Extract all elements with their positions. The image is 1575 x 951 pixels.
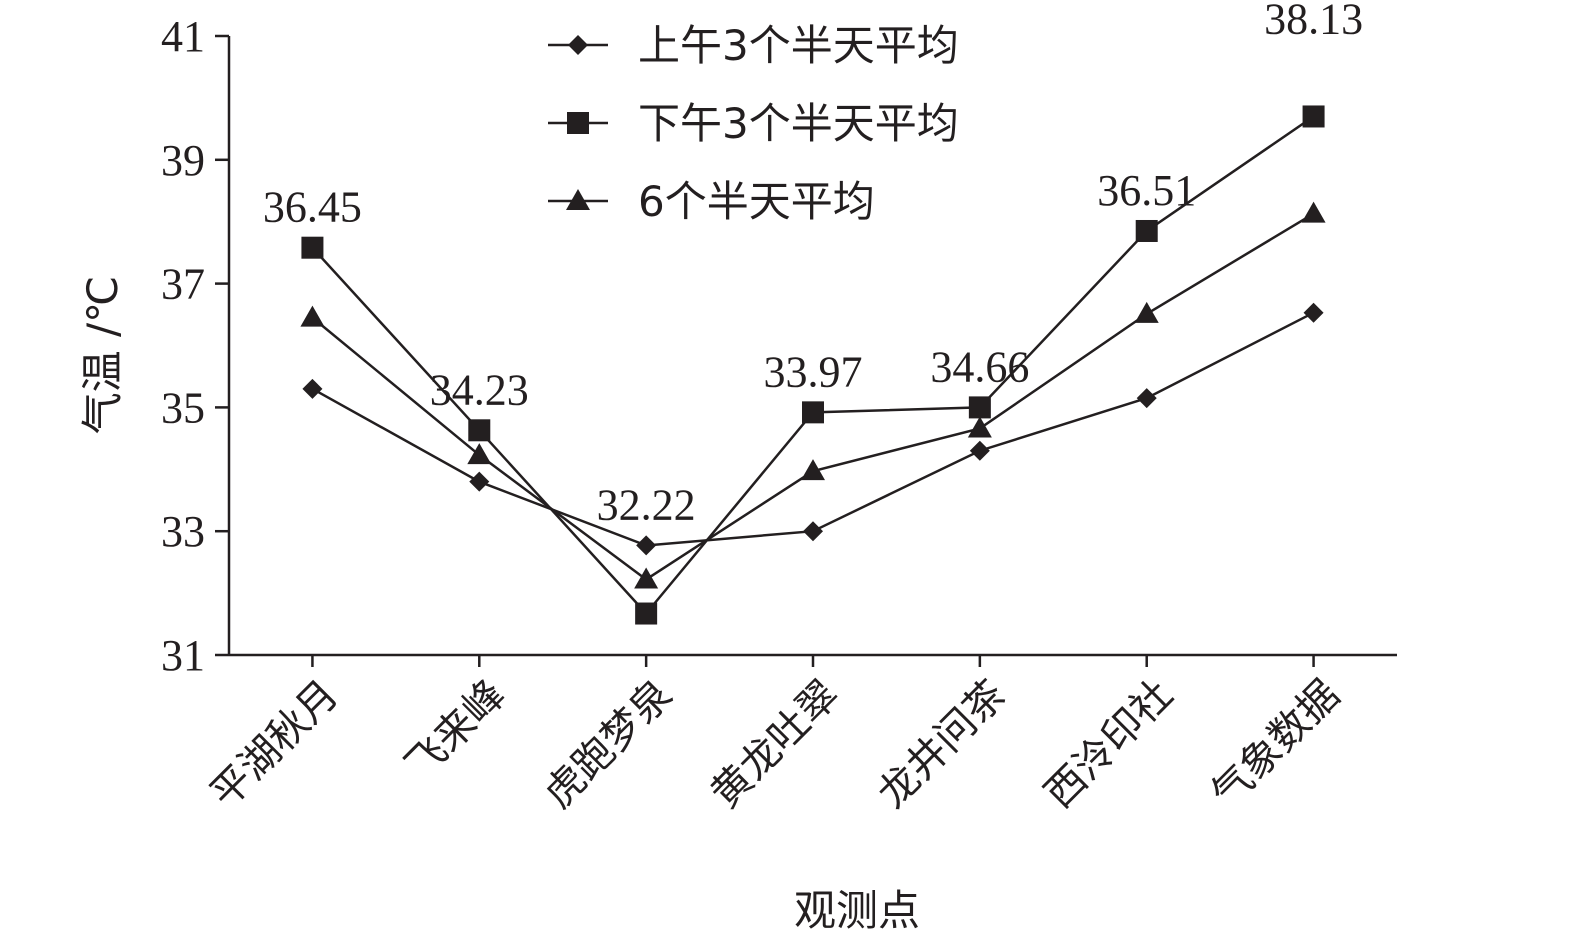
legend-label: 6个半天平均 bbox=[638, 177, 875, 226]
data-labels: 36.45 34.23 32.22 33.97 34.66 36.51 38.13 bbox=[263, 0, 1363, 529]
series-1 bbox=[302, 302, 1324, 556]
x-tick-label: 西泠印社 bbox=[1036, 672, 1182, 818]
data-label: 36.51 bbox=[1097, 166, 1196, 215]
y-tick-label: 33 bbox=[161, 507, 205, 556]
y-axis-ticks: 31 33 35 37 39 41 bbox=[161, 12, 229, 680]
x-tick-label: 黄龙吐翠 bbox=[702, 672, 848, 818]
data-point bbox=[801, 459, 825, 481]
data-point bbox=[634, 567, 659, 589]
data-label: 32.22 bbox=[597, 480, 696, 529]
y-tick-label: 35 bbox=[161, 383, 205, 432]
legend-marker bbox=[568, 35, 588, 55]
x-axis-ticks: 平湖秋月 飞来峰 虎跑梦泉 黄龙吐翠 龙井问茶 西泠印社 气象数据 bbox=[202, 655, 1349, 817]
legend-marker bbox=[567, 112, 589, 134]
y-tick-label: 37 bbox=[161, 260, 205, 309]
data-label: 34.66 bbox=[930, 342, 1029, 391]
data-point bbox=[803, 521, 823, 542]
data-point bbox=[300, 305, 325, 327]
data-point bbox=[636, 535, 657, 556]
y-axis-title: 气温 /℃ bbox=[78, 276, 127, 435]
series-3 bbox=[300, 201, 1326, 589]
data-label: 33.97 bbox=[764, 347, 863, 396]
x-tick-label: 平湖秋月 bbox=[202, 672, 348, 818]
series-layer bbox=[300, 105, 1326, 625]
data-point bbox=[802, 401, 824, 424]
y-tick-label: 39 bbox=[161, 136, 205, 185]
data-point bbox=[969, 440, 990, 461]
legend-item: 上午3个半天平均 bbox=[548, 21, 959, 70]
x-tick-label: 气象数据 bbox=[1203, 672, 1349, 818]
x-axis-title: 观测点 bbox=[794, 886, 920, 935]
data-point bbox=[967, 416, 992, 438]
data-point bbox=[1302, 105, 1325, 128]
y-tick-label: 41 bbox=[161, 12, 205, 61]
data-point bbox=[1134, 301, 1159, 323]
legend-item: 下午3个半天平均 bbox=[548, 99, 959, 148]
data-label: 34.23 bbox=[430, 365, 529, 414]
data-point bbox=[469, 471, 490, 492]
data-point bbox=[968, 396, 991, 419]
x-tick-label: 龙井问茶 bbox=[869, 672, 1015, 818]
data-point bbox=[1136, 388, 1157, 409]
legend-label: 下午3个半天平均 bbox=[638, 99, 959, 148]
y-tick-label: 31 bbox=[161, 631, 205, 680]
data-point bbox=[468, 419, 491, 442]
legend-item: 6个半天平均 bbox=[548, 177, 875, 226]
data-point bbox=[301, 236, 324, 259]
data-point bbox=[635, 602, 658, 625]
data-point bbox=[467, 443, 492, 465]
data-label: 38.13 bbox=[1264, 0, 1363, 43]
x-tick-label: 虎跑梦泉 bbox=[536, 672, 682, 818]
data-point bbox=[1303, 302, 1324, 323]
data-point bbox=[302, 378, 323, 399]
data-point bbox=[1135, 219, 1158, 242]
data-point bbox=[1301, 201, 1326, 223]
legend-label: 上午3个半天平均 bbox=[638, 21, 959, 70]
legend-marker bbox=[566, 189, 590, 210]
series-2 bbox=[301, 105, 1325, 625]
x-tick-label: 飞来峰 bbox=[397, 672, 514, 789]
data-label: 36.45 bbox=[263, 183, 362, 232]
